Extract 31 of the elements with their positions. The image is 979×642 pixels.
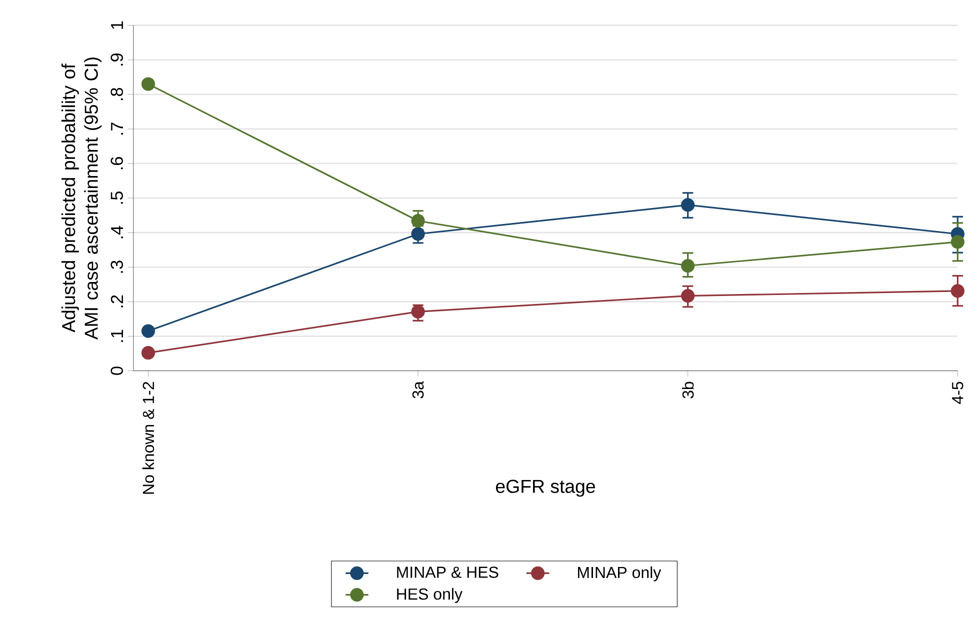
y-tick-label: .9: [110, 54, 123, 66]
x-tick-label: 3a: [412, 381, 424, 399]
point: [681, 198, 695, 212]
point: [681, 289, 695, 303]
y-tick-label: .8: [110, 88, 123, 100]
legend-label: HES only: [397, 588, 462, 604]
y-tick-label: 1: [111, 22, 123, 30]
point: [411, 227, 425, 242]
y-tick-label: .7: [111, 122, 123, 135]
legend-label: MINAP & HES: [397, 566, 498, 578]
point: [950, 284, 964, 298]
y-tick-label: .5: [110, 192, 123, 204]
point: [950, 235, 964, 249]
point: [411, 214, 425, 228]
y-tick-label: .4: [111, 226, 123, 238]
y-tick-label: .3: [110, 260, 123, 274]
point: [141, 77, 156, 92]
point: [141, 324, 156, 338]
x-axis-title: eGFR stage: [496, 480, 596, 497]
y-tick-label: 0: [110, 366, 123, 376]
point: [411, 305, 425, 319]
y-tick-label: .6: [110, 157, 123, 170]
point: [681, 259, 695, 273]
legend-label: MINAP only: [578, 566, 662, 582]
x-tick-label: 3b: [682, 382, 694, 399]
x-tick-label: 4-5: [952, 382, 964, 404]
y-tick-label: .1: [111, 330, 123, 342]
y-tick-label: .2: [110, 296, 123, 308]
x-tick-label: No known & 1-2: [142, 382, 154, 494]
y-axis-title: Adjusted predicted probability of AMI case ascertainment (95% CI): [61, 58, 102, 340]
point: [141, 346, 156, 360]
